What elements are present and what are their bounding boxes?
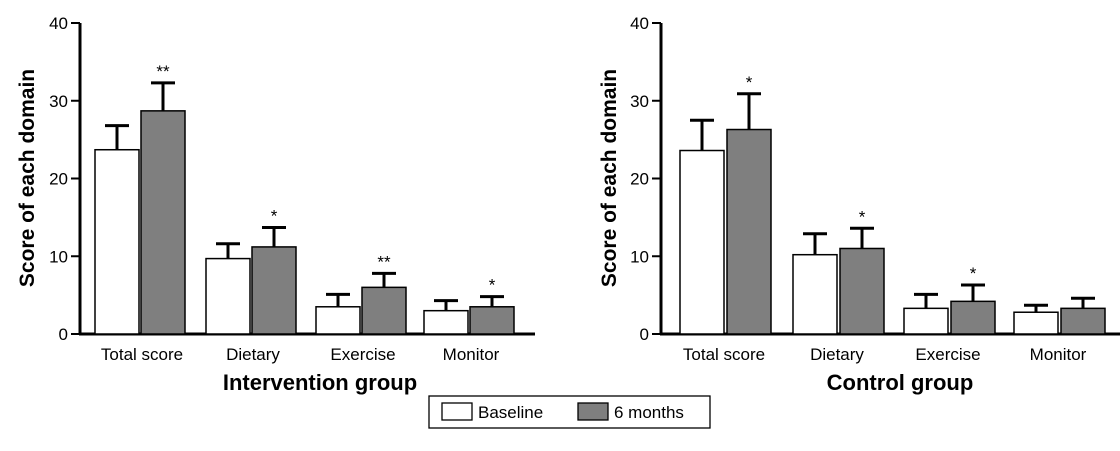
bar-6-months (839, 247, 885, 335)
y-tick-label: 10 (630, 247, 649, 266)
x-category-label: Dietary (226, 345, 280, 364)
y-tick-label: 10 (49, 247, 68, 266)
x-axis-title: Intervention group (223, 370, 417, 395)
y-tick-label: 20 (630, 170, 649, 189)
y-tick-label: 40 (49, 14, 68, 33)
bar-baseline (792, 253, 838, 335)
significance-marker: * (489, 276, 496, 295)
bar-6-months (726, 128, 772, 335)
y-tick-label: 30 (630, 92, 649, 111)
significance-marker: ** (377, 252, 391, 271)
bar-baseline (903, 307, 949, 335)
bar-6-months (140, 110, 186, 335)
significance-marker: * (859, 207, 866, 226)
significance-marker: * (271, 206, 278, 225)
legend-swatch-baseline (441, 402, 473, 421)
x-category-label: Exercise (915, 345, 980, 364)
legend-frame (428, 395, 711, 429)
x-category-label: Total score (101, 345, 183, 364)
bar-baseline (315, 306, 361, 335)
legend-label-baseline: Baseline (478, 403, 543, 422)
bar-6-months (950, 300, 996, 335)
bar-baseline (1013, 311, 1059, 335)
x-category-label: Dietary (810, 345, 864, 364)
y-tick-label: 0 (640, 325, 649, 344)
bar-baseline (679, 149, 725, 335)
y-tick-label: 30 (49, 92, 68, 111)
bar-baseline (205, 257, 251, 335)
bar-6-months (361, 286, 407, 335)
y-tick-label: 0 (59, 325, 68, 344)
bar-baseline (94, 148, 140, 335)
significance-marker: ** (156, 62, 170, 81)
bar-baseline (423, 309, 469, 335)
control-chart-panel: 0 10 20 30 40 Score of each domain Control gro… (598, 14, 1120, 395)
y-tick-label: 40 (630, 14, 649, 33)
y-axis-title: Score of each domain (16, 69, 39, 287)
x-category-label: Monitor (443, 345, 500, 364)
significance-marker: * (970, 264, 977, 283)
y-axis-title: Score of each domain (598, 69, 621, 287)
legend-label-6-months: 6 months (614, 403, 684, 422)
x-category-label: Exercise (330, 345, 395, 364)
x-category-label: Monitor (1030, 345, 1087, 364)
intervention-chart-panel: 0 10 20 30 40 Score of each domain Interventio… (16, 14, 535, 395)
y-tick-label: 20 (49, 170, 68, 189)
bar-6-months (469, 306, 515, 335)
x-axis-title: Control group (827, 370, 974, 395)
bar-6-months (251, 246, 297, 335)
legend: Baseline 6 months (428, 395, 711, 429)
x-category-label: Total score (683, 345, 765, 364)
legend-swatch-6-months (577, 402, 609, 421)
significance-marker: * (746, 73, 753, 92)
bar-6-months (1060, 307, 1106, 335)
